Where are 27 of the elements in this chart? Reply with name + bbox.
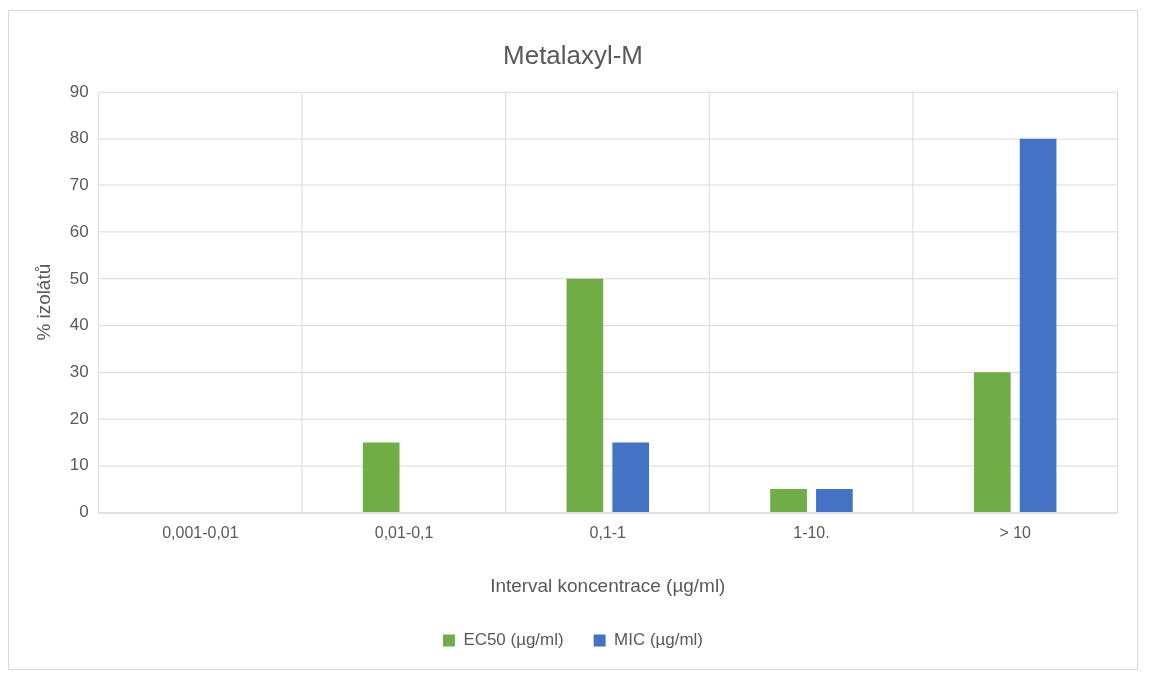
bar	[1019, 138, 1057, 512]
y-tick-label: 20	[69, 408, 89, 428]
y-tick-label: 50	[69, 268, 89, 288]
y-tick-label: 40	[69, 315, 89, 335]
y-tick-label: 70	[69, 175, 89, 195]
y-tick-label: 90	[69, 81, 89, 101]
y-axis-title: % izolátů	[32, 263, 54, 341]
bar	[973, 372, 1011, 512]
x-axis-title: Interval koncentrace (µg/ml)	[490, 575, 726, 597]
x-tick-label: > 10	[999, 524, 1032, 542]
legend-label: EC50 (µg/ml)	[463, 630, 564, 650]
legend-label: MIC (µg/ml)	[614, 630, 703, 650]
y-tick-label: 60	[69, 221, 89, 241]
bar	[566, 278, 604, 512]
bar	[770, 489, 807, 512]
y-tick-label: 30	[69, 361, 89, 381]
y-tick-label: 10	[69, 455, 89, 475]
x-tick-label: 0,01-0,1	[374, 524, 434, 542]
chart-title: Metalaxyl-M	[503, 40, 643, 69]
bar	[612, 442, 650, 512]
x-tick-label: 1-10.	[793, 524, 830, 542]
x-tick-label: 0,1-1	[589, 524, 627, 542]
y-tick-label: 80	[69, 128, 89, 148]
y-tick-label: 0	[79, 502, 89, 522]
bar	[362, 442, 400, 512]
bar	[816, 489, 853, 512]
x-tick-label: 0,001-0,01	[162, 524, 239, 542]
